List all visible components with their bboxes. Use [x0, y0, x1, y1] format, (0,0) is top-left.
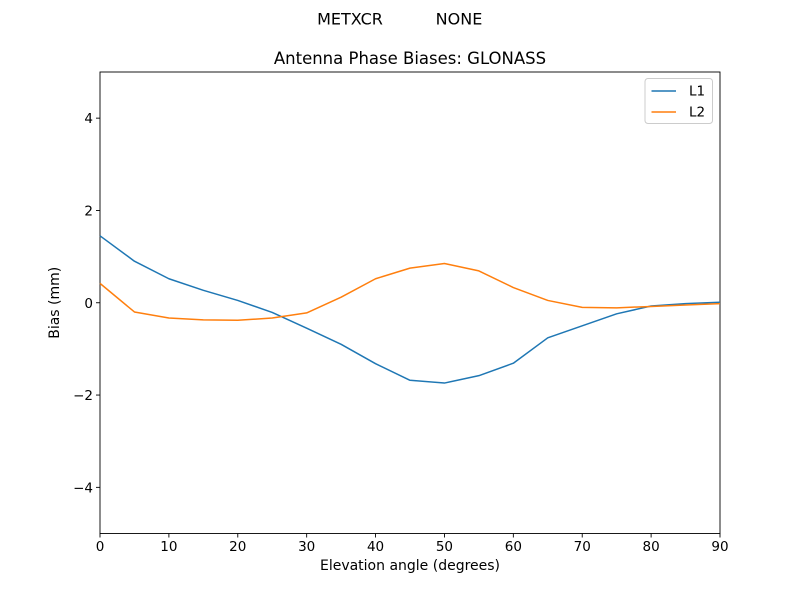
- x-tick-label: 20: [229, 539, 246, 555]
- x-tick-label: 50: [436, 539, 453, 555]
- y-tick-label: 4: [84, 111, 93, 127]
- x-tick-label: 10: [160, 539, 177, 555]
- x-axis: 0 10 20 30 40 50 60 70 80 90: [96, 533, 729, 555]
- legend-label-l1: L1: [689, 84, 705, 100]
- x-tick-label: 40: [367, 539, 384, 555]
- x-axis-label: Elevation angle (degrees): [320, 558, 500, 574]
- legend-label-l2: L2: [689, 105, 705, 121]
- series-line-l2: [99, 262, 721, 322]
- x-tick-label: 90: [711, 539, 728, 555]
- y-tick-label: 0: [84, 296, 93, 312]
- y-tick-label: −2: [73, 388, 93, 404]
- x-tick-label: 30: [298, 539, 315, 555]
- plot-area: [99, 71, 721, 534]
- y-tick-label: 2: [84, 203, 93, 219]
- x-tick-label: 0: [96, 539, 105, 555]
- x-tick-label: 70: [574, 539, 591, 555]
- y-axis: −4 −2 0 2 4: [73, 111, 100, 496]
- y-tick-label: −4: [73, 480, 93, 496]
- x-tick-label: 60: [505, 539, 522, 555]
- header-mode: NONE: [436, 10, 483, 29]
- y-axis-label: Bias (mm): [47, 267, 63, 339]
- series-layer: [99, 235, 721, 384]
- legend: L1 L2: [644, 78, 713, 124]
- chart-title: Antenna Phase Biases: GLONASS: [274, 49, 546, 68]
- header-station: METXCR: [317, 10, 383, 29]
- series-line-l1: [99, 235, 721, 384]
- x-tick-label: 80: [643, 539, 660, 555]
